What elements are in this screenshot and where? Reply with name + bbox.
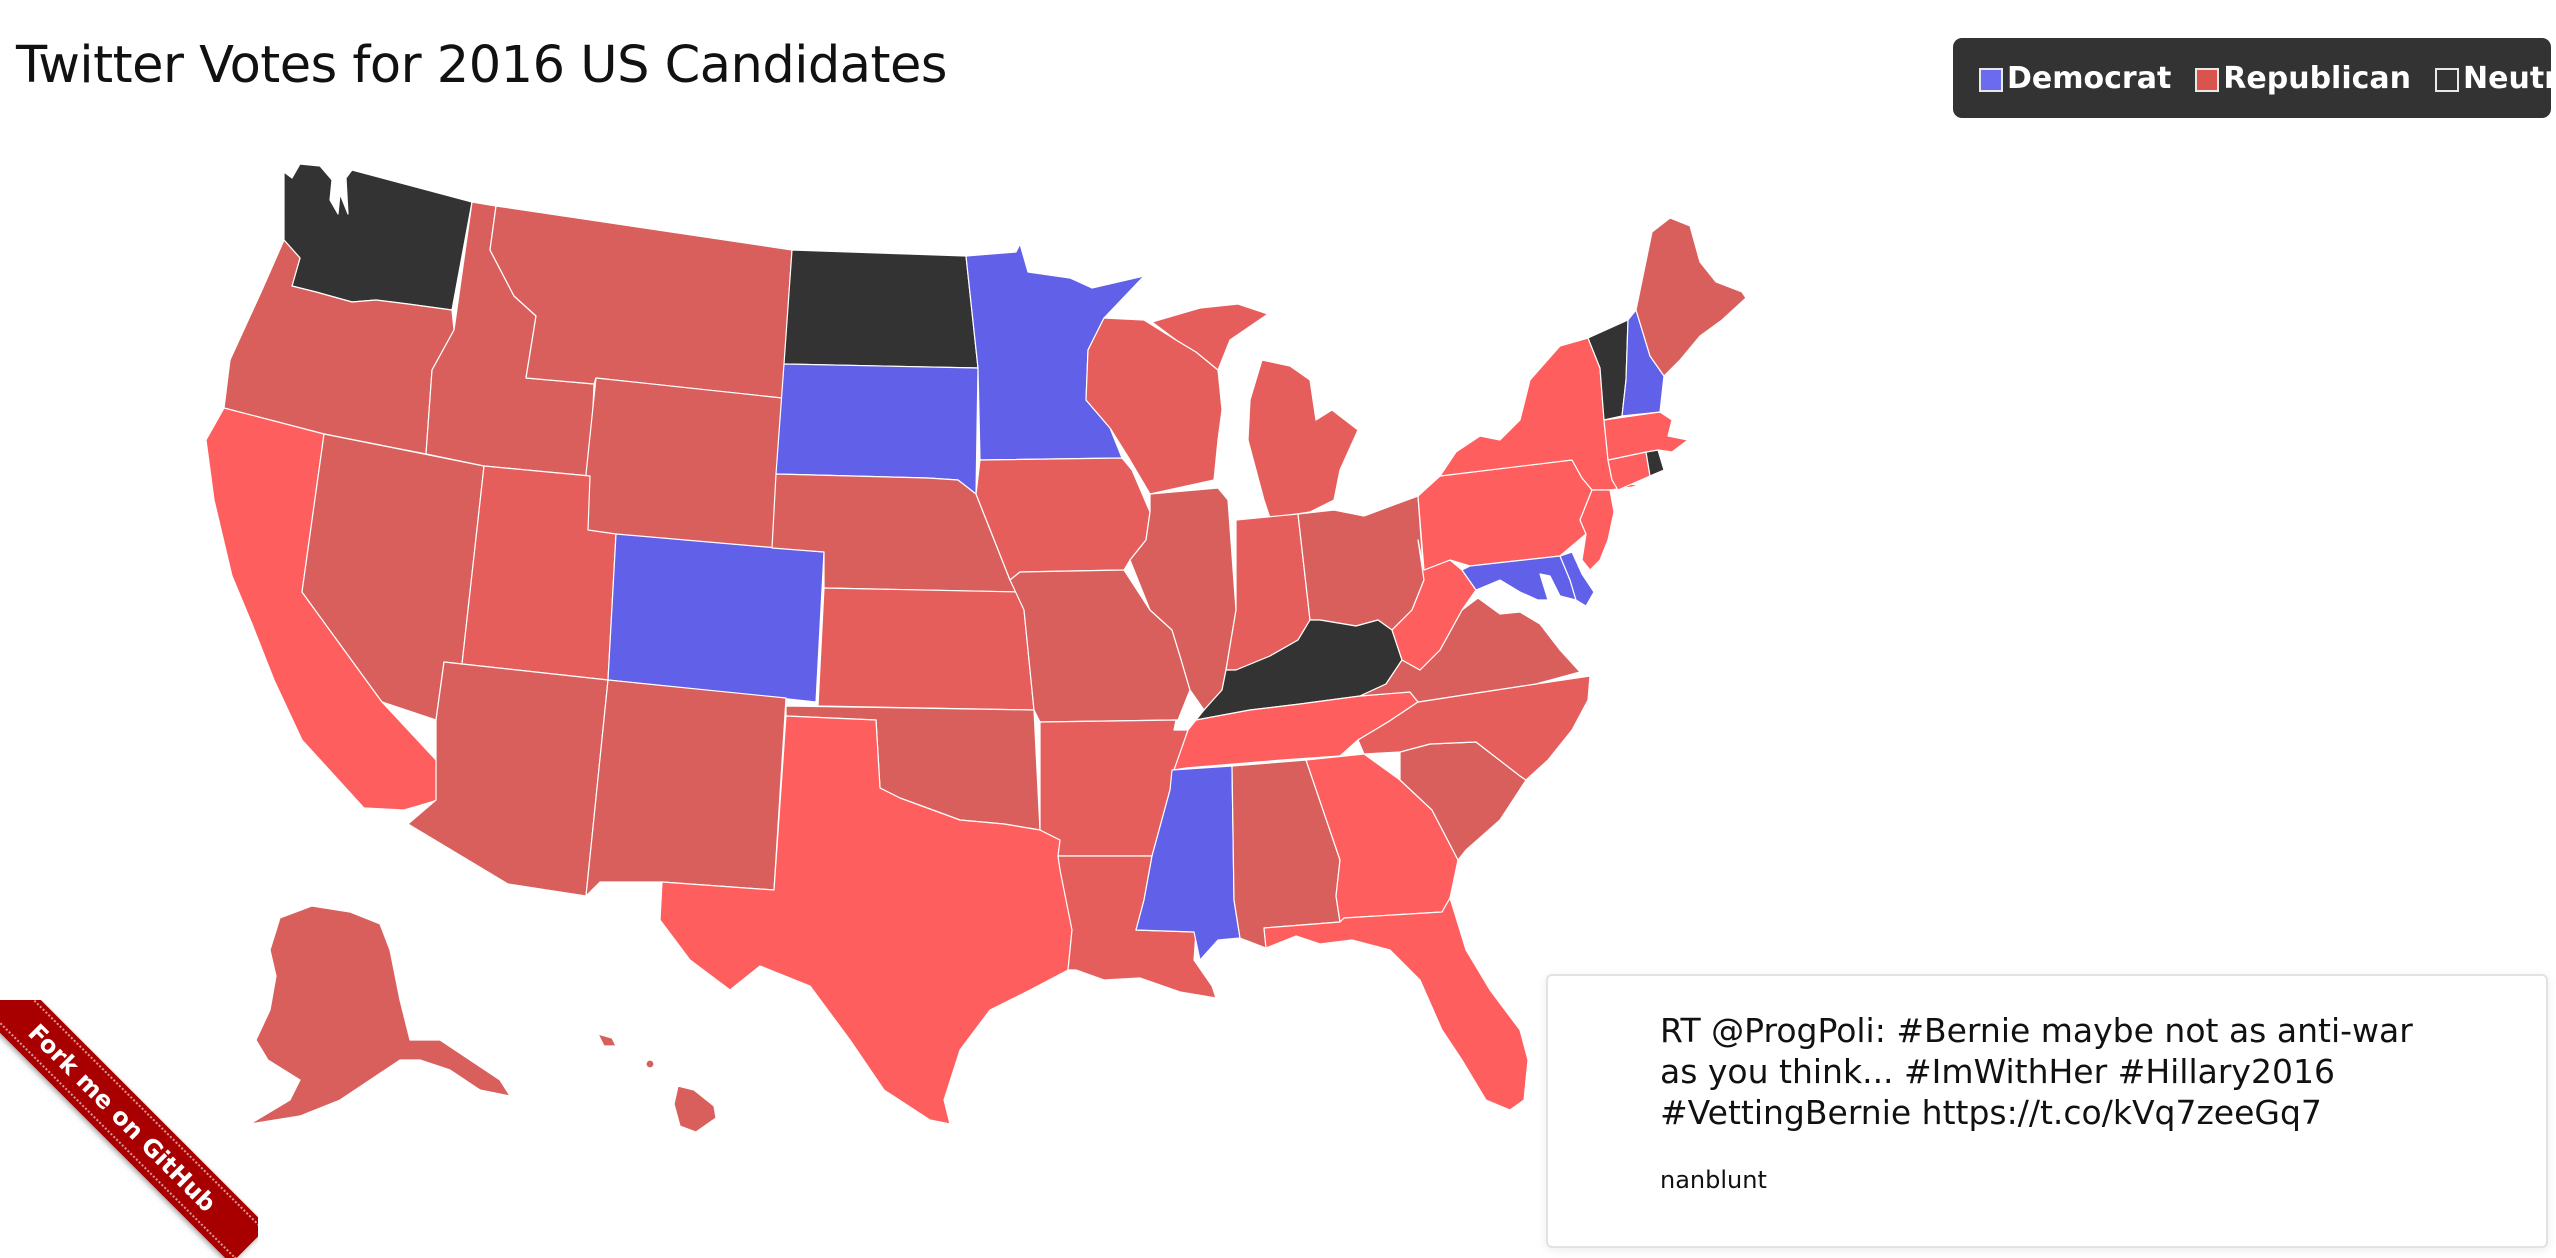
state-colorado[interactable] [607, 533, 825, 703]
state-ohio[interactable] [1297, 495, 1425, 631]
state-maine[interactable] [1635, 217, 1747, 377]
state-florida[interactable] [1263, 897, 1529, 1111]
page-title: Twitter Votes for 2016 US Candidates [16, 36, 947, 95]
state-north-dakota[interactable] [783, 249, 979, 369]
state-kansas[interactable] [817, 587, 1035, 711]
republican-swatch [2195, 68, 2220, 92]
neutral-swatch [2435, 68, 2460, 92]
state-michigan[interactable] [1151, 303, 1359, 519]
state-new-mexico[interactable] [585, 679, 787, 897]
state-alaska[interactable] [249, 905, 511, 1125]
tweet-card: RT @ProgPoli: #Bernie maybe not as anti-… [1546, 974, 2548, 1248]
legend-label-neutral: Neutral [2463, 60, 2556, 96]
state-delaware[interactable] [1559, 551, 1595, 607]
state-washington[interactable] [283, 163, 473, 311]
state-new-jersey[interactable] [1579, 489, 1615, 571]
state-illinois[interactable] [1129, 487, 1237, 711]
state-wyoming[interactable] [579, 377, 783, 549]
state-wisconsin[interactable] [1085, 317, 1223, 495]
fork-me-on-github-ribbon[interactable]: Fork me on GitHub [0, 1000, 258, 1258]
github-ribbon-container: Fork me on GitHub [0, 1000, 258, 1258]
legend: Democrat Republican Neutral [1953, 38, 2556, 118]
tweet-text: RT @ProgPoli: #Bernie maybe not as anti-… [1660, 1011, 2413, 1132]
legend-item-democrat: Democrat [1979, 61, 2171, 96]
democrat-swatch [1979, 68, 2003, 92]
state-montana[interactable] [489, 205, 793, 399]
state-oregon[interactable] [223, 239, 455, 455]
legend-label-democrat: Democrat [2007, 60, 2172, 96]
tweet-username[interactable]: nanblunt [1660, 1166, 1767, 1194]
legend-item-republican: Republican [2195, 61, 2411, 96]
state-hawaii[interactable] [597, 1033, 717, 1133]
legend-item-neutral: Neutral [2435, 61, 2556, 96]
state-massachusetts[interactable] [1603, 411, 1689, 461]
state-texas[interactable] [659, 715, 1073, 1125]
legend-label-republican: Republican [2223, 60, 2412, 96]
state-hawaii-islet [645, 1059, 655, 1069]
